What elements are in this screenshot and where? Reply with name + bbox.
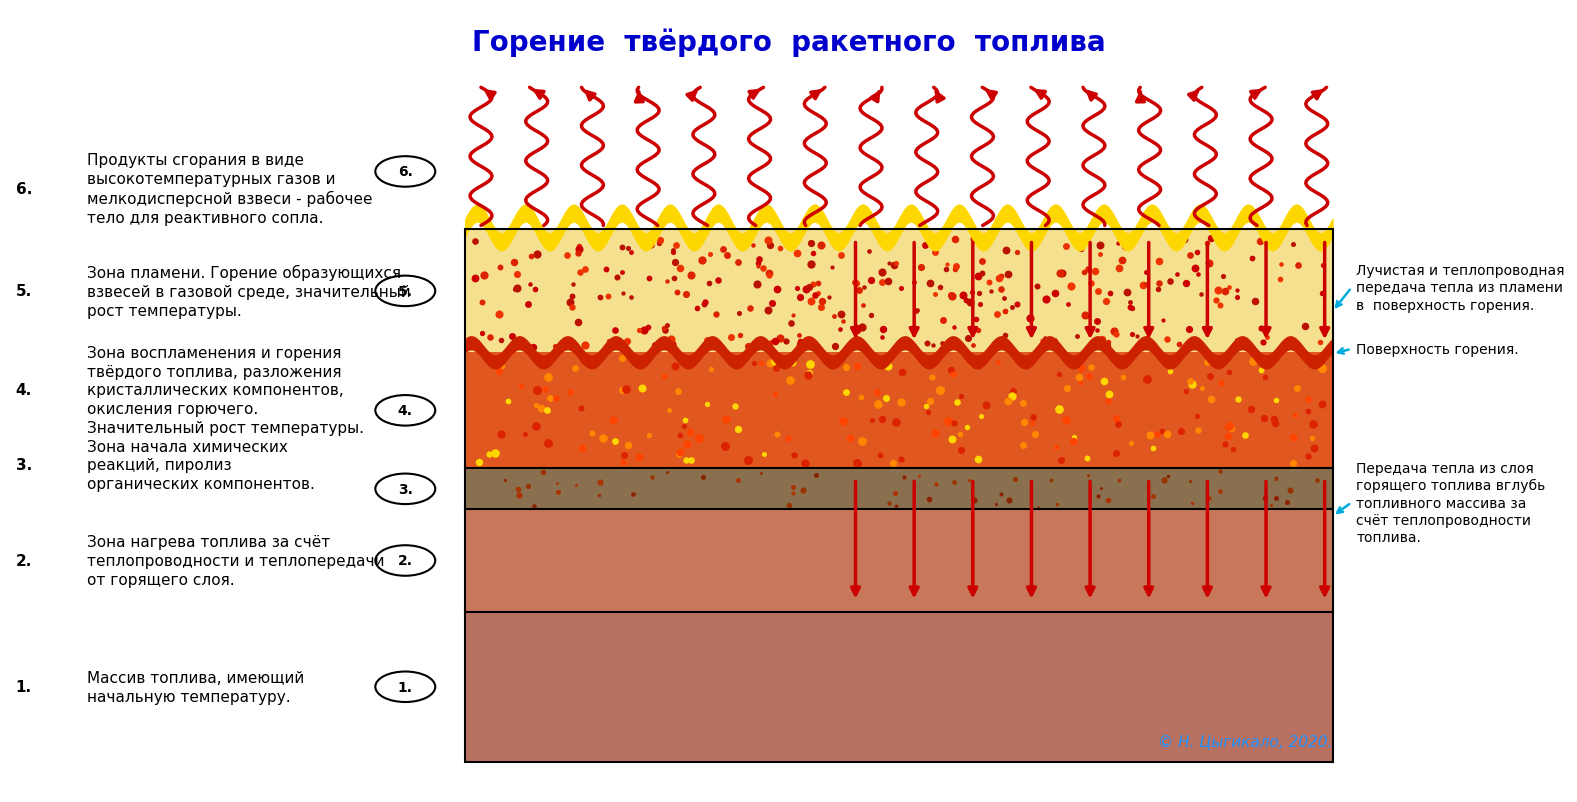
Text: Передача тепла из слоя
горящего топлива вглубь
топливного массива за
счёт теплоп: Передача тепла из слоя горящего топлива … bbox=[1356, 461, 1545, 545]
Text: 2.: 2. bbox=[397, 554, 413, 568]
Circle shape bbox=[375, 157, 435, 188]
Bar bbox=[465, 353, 1333, 468]
Text: 5.: 5. bbox=[397, 285, 413, 298]
Text: 5.: 5. bbox=[16, 284, 32, 299]
Circle shape bbox=[375, 545, 435, 576]
Text: 2.: 2. bbox=[16, 553, 32, 569]
Text: Поверхность горения.: Поверхность горения. bbox=[1356, 342, 1519, 356]
Text: Лучистая и теплопроводная
передача тепла из пламени
в  поверхность горения.: Лучистая и теплопроводная передача тепла… bbox=[1356, 264, 1564, 313]
Text: 4.: 4. bbox=[16, 383, 32, 398]
Circle shape bbox=[375, 395, 435, 426]
Text: Горение  твёрдого  ракетного  топлива: Горение твёрдого ракетного топлива bbox=[472, 28, 1105, 57]
Text: 3.: 3. bbox=[397, 482, 413, 496]
Text: Продукты сгорания в виде
высокотемпературных газов и
мелкодисперсной взвеси - ра: Продукты сгорания в виде высокотемперату… bbox=[87, 153, 372, 225]
Text: 6.: 6. bbox=[397, 165, 413, 179]
Text: Зона воспламенения и горения
твёрдого топлива, разложения
кристаллических компон: Зона воспламенения и горения твёрдого то… bbox=[87, 346, 364, 435]
Circle shape bbox=[375, 474, 435, 504]
Text: Зона начала химических
реакций, пиролиз
органических компонентов.: Зона начала химических реакций, пиролиз … bbox=[87, 439, 314, 492]
Text: 4.: 4. bbox=[397, 404, 413, 418]
Bar bbox=[465, 468, 1333, 510]
Text: 1.: 1. bbox=[16, 679, 32, 695]
Text: 1.: 1. bbox=[397, 680, 413, 694]
Text: 6.: 6. bbox=[16, 182, 32, 196]
Text: Массив топлива, имеющий
начальную температуру.: Массив топлива, имеющий начальную темпер… bbox=[87, 670, 304, 703]
Circle shape bbox=[375, 276, 435, 307]
Text: Зона нагрева топлива за счёт
теплопроводности и теплопередачи
от горящего слоя.: Зона нагрева топлива за счёт теплопровод… bbox=[87, 535, 385, 587]
Text: 3.: 3. bbox=[16, 458, 32, 473]
Text: © Н. Цыгикало, 2020.: © Н. Цыгикало, 2020. bbox=[1158, 733, 1333, 748]
Bar bbox=[465, 510, 1333, 612]
Text: Зона пламени. Горение образующихся
взвесей в газовой среде, значительный
рост те: Зона пламени. Горение образующихся взвес… bbox=[87, 265, 410, 318]
Bar bbox=[465, 230, 1333, 762]
Bar bbox=[465, 612, 1333, 762]
Circle shape bbox=[375, 672, 435, 703]
Bar bbox=[465, 230, 1333, 353]
